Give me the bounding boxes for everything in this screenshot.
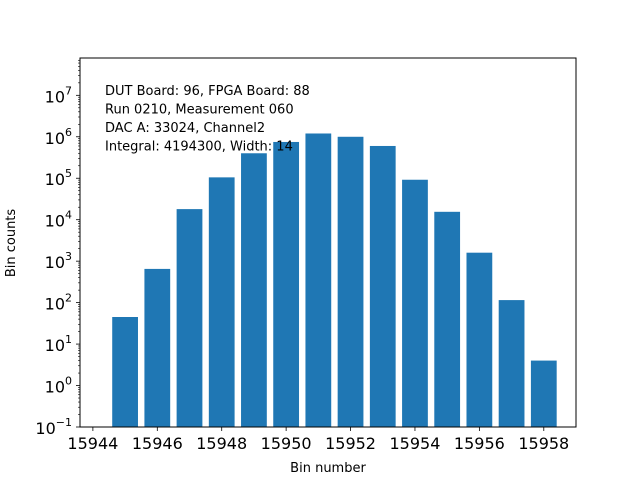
annotation-line: DAC A: 33024, Channel2 [105, 121, 265, 136]
y-tick-label: 102 [45, 292, 72, 314]
bar-15954 [402, 179, 428, 427]
y-tick-label: 107 [45, 84, 72, 106]
y-axis-ticks: 10−1 100 101 102 103 104 105 106 107 [35, 84, 80, 438]
bar-15947 [176, 209, 203, 427]
x-axis-ticks: 15944 15946 15948 15950 15952 15954 15956 15958 [67, 427, 569, 453]
x-tick-label: 15952 [325, 434, 376, 453]
bar-15946 [144, 268, 171, 427]
y-axis-label: Bin counts [4, 209, 19, 278]
bar-15952 [337, 136, 364, 427]
plot-frame [79, 57, 577, 428]
bar-15957 [498, 300, 525, 427]
bar-15956 [466, 252, 493, 427]
y-tick-label: 10−1 [35, 416, 72, 438]
x-tick-label: 15946 [132, 434, 183, 453]
y-tick-label: 105 [45, 167, 72, 189]
annotation-line: Integral: 4194300, Width: 14 [105, 140, 293, 155]
bar-15948 [208, 177, 235, 427]
x-tick-label: 15950 [261, 434, 312, 453]
x-tick-label: 15958 [518, 434, 569, 453]
x-tick-label: 15944 [67, 434, 118, 453]
bar-15949 [241, 153, 267, 427]
y-tick-label: 100 [45, 375, 72, 397]
bar-series [112, 133, 557, 428]
y-tick-label: 104 [45, 209, 72, 231]
y-tick-label: 103 [45, 250, 72, 272]
bar-15950 [273, 141, 300, 427]
annotation-box: DUT Board: 96, FPGA Board: 88 Run 0210, M… [105, 84, 310, 155]
bar-15955 [434, 211, 461, 427]
bar-15951 [305, 133, 332, 428]
annotation-line: DUT Board: 96, FPGA Board: 88 [105, 84, 310, 99]
annotation-line: Run 0210, Measurement 060 [105, 103, 294, 118]
y-tick-label: 106 [45, 126, 72, 148]
y-tick-label: 101 [45, 333, 72, 355]
x-tick-label: 15956 [454, 434, 505, 453]
x-tick-label: 15948 [196, 434, 247, 453]
bar-15958 [530, 360, 557, 427]
bar-15953 [369, 145, 396, 427]
bar-15945 [112, 317, 138, 427]
x-tick-label: 15954 [390, 434, 441, 453]
x-axis-label: Bin number [290, 461, 366, 476]
